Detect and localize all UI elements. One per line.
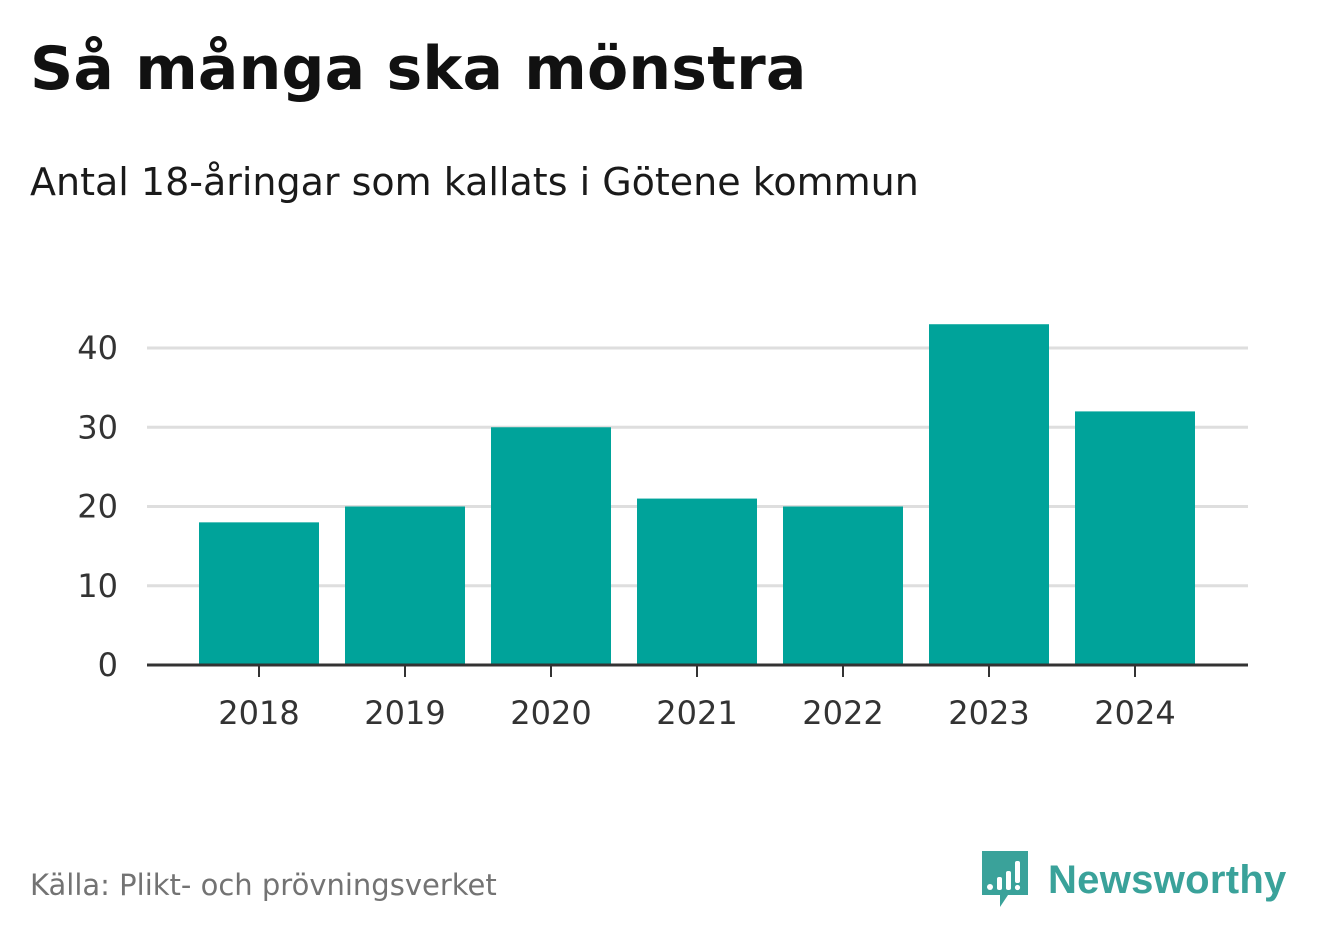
x-tick-label: 2019 xyxy=(364,694,445,732)
bar-2021 xyxy=(637,498,757,665)
y-tick-label: 40 xyxy=(77,329,118,367)
x-tick-label: 2024 xyxy=(1094,694,1175,732)
bar-chart: 0 10 20 30 40 2018 2019 2020 2021 2022 2023 2024 xyxy=(77,324,1248,732)
bar-2023 xyxy=(929,324,1049,665)
y-tick-label: 20 xyxy=(77,488,118,526)
newsworthy-logo-icon xyxy=(982,851,1028,907)
bars xyxy=(199,324,1195,665)
x-tick-label: 2023 xyxy=(948,694,1029,732)
bar-2020 xyxy=(491,427,611,665)
bar-2019 xyxy=(345,506,465,665)
bar-2024 xyxy=(1075,411,1195,665)
y-tick-label: 30 xyxy=(77,408,118,446)
x-tick-label: 2018 xyxy=(218,694,299,732)
y-axis-ticks: 0 10 20 30 40 xyxy=(77,329,118,684)
y-tick-label: 0 xyxy=(98,646,118,684)
bar-2022 xyxy=(783,506,903,665)
x-axis xyxy=(147,663,1248,677)
chart-title: Så många ska mönstra xyxy=(30,34,807,104)
x-axis-ticks: 2018 2019 2020 2021 2022 2023 2024 xyxy=(218,694,1175,732)
source-note: Källa: Plikt- och prövningsverket xyxy=(30,868,497,902)
brand-name: Newsworthy xyxy=(1048,857,1287,902)
x-tick-label: 2021 xyxy=(656,694,737,732)
brand-logo: Newsworthy xyxy=(980,848,1287,912)
y-tick-label: 10 xyxy=(77,567,118,605)
x-tick-label: 2022 xyxy=(802,694,883,732)
chart-subtitle: Antal 18-åringar som kallats i Götene ko… xyxy=(30,160,919,204)
x-tick-label: 2020 xyxy=(510,694,591,732)
bar-2018 xyxy=(199,522,319,665)
